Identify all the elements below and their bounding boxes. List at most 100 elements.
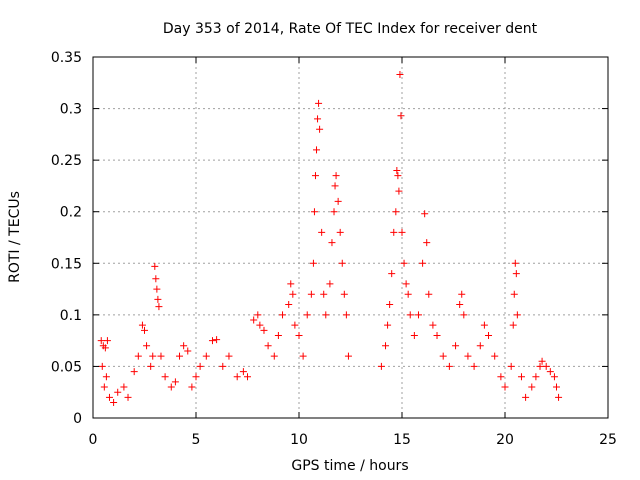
data-point	[384, 321, 392, 329]
data-point	[390, 228, 398, 236]
data-point	[509, 321, 517, 329]
data-point	[138, 321, 146, 329]
data-point	[458, 290, 466, 298]
data-point	[225, 352, 233, 360]
data-point	[105, 393, 113, 401]
data-point	[141, 326, 148, 334]
data-point	[394, 172, 402, 180]
data-point	[143, 342, 151, 350]
data-point	[452, 342, 460, 350]
data-point	[491, 352, 499, 360]
x-tick-label: 25	[599, 432, 617, 448]
data-point	[340, 290, 348, 298]
data-point	[332, 172, 340, 180]
data-point	[480, 321, 488, 329]
data-point	[517, 373, 525, 381]
data-point	[326, 280, 334, 288]
grid-lines	[93, 57, 608, 418]
data-point	[470, 362, 478, 370]
data-point	[330, 208, 338, 216]
data-point	[155, 303, 163, 311]
y-tick-label: 0	[73, 411, 82, 427]
data-point	[550, 373, 558, 381]
data-point	[331, 182, 339, 190]
x-axis-title: GPS time / hours	[291, 458, 408, 474]
data-point	[188, 383, 196, 391]
data-point	[429, 321, 437, 329]
data-point	[192, 373, 200, 381]
y-tick-label: 0.25	[51, 153, 82, 169]
data-point	[147, 362, 155, 370]
data-point	[114, 388, 122, 396]
data-point	[110, 399, 118, 407]
data-point	[398, 228, 406, 236]
data-point	[152, 275, 160, 283]
data-point	[382, 342, 390, 350]
data-point	[313, 146, 321, 154]
data-point	[285, 301, 293, 309]
data-point	[180, 342, 188, 350]
data-point	[250, 316, 258, 324]
data-point	[309, 259, 317, 267]
data-point	[184, 347, 192, 355]
data-point	[439, 352, 447, 360]
data-point	[410, 331, 418, 339]
data-point	[256, 321, 264, 329]
data-point	[328, 239, 336, 247]
data-point	[239, 368, 247, 376]
data-point	[320, 290, 328, 298]
data-point	[103, 337, 111, 345]
data-point	[130, 368, 138, 376]
data-point	[120, 383, 128, 391]
data-point	[196, 362, 204, 370]
data-point	[311, 172, 319, 180]
data-point	[393, 166, 401, 174]
x-tick-label: 10	[290, 432, 308, 448]
data-point	[213, 336, 221, 344]
data-point	[445, 362, 453, 370]
data-point	[406, 311, 414, 319]
data-point	[419, 259, 427, 267]
data-point	[289, 290, 297, 298]
data-point	[279, 311, 287, 319]
data-point	[553, 383, 560, 391]
data-point	[342, 311, 350, 319]
data-point	[433, 331, 441, 339]
data-point	[153, 285, 161, 293]
data-point	[264, 342, 272, 350]
data-point	[254, 311, 262, 319]
data-point	[334, 197, 342, 205]
data-point	[421, 210, 429, 218]
y-tick-label: 0.15	[51, 256, 82, 272]
x-tick-labels: 0 5 10 15 20 25	[89, 432, 617, 448]
data-point	[513, 311, 521, 319]
data-point	[396, 71, 404, 79]
y-tick-label: 0.3	[60, 102, 82, 118]
data-point	[510, 290, 518, 298]
data-point	[511, 259, 519, 267]
data-point	[402, 280, 410, 288]
data-point	[485, 331, 493, 339]
data-point	[522, 393, 530, 401]
data-point	[291, 321, 299, 329]
data-point	[555, 393, 563, 401]
data-point	[388, 270, 396, 278]
data-point	[314, 115, 322, 123]
data-point	[512, 270, 520, 278]
y-tick-labels: 0 0.05 0.1 0.15 0.2 0.25 0.3 0.35	[51, 50, 82, 427]
data-points	[97, 71, 563, 407]
data-point	[303, 311, 311, 319]
data-point	[161, 373, 169, 381]
data-point	[528, 383, 536, 391]
data-point	[167, 383, 175, 391]
data-point	[102, 373, 110, 381]
data-point	[464, 352, 472, 360]
data-point	[157, 352, 165, 360]
data-point	[233, 373, 241, 381]
data-point	[244, 373, 251, 381]
data-point	[392, 208, 400, 216]
data-point	[274, 331, 282, 339]
data-point	[546, 368, 554, 376]
data-point	[507, 362, 515, 370]
data-point	[124, 393, 132, 401]
